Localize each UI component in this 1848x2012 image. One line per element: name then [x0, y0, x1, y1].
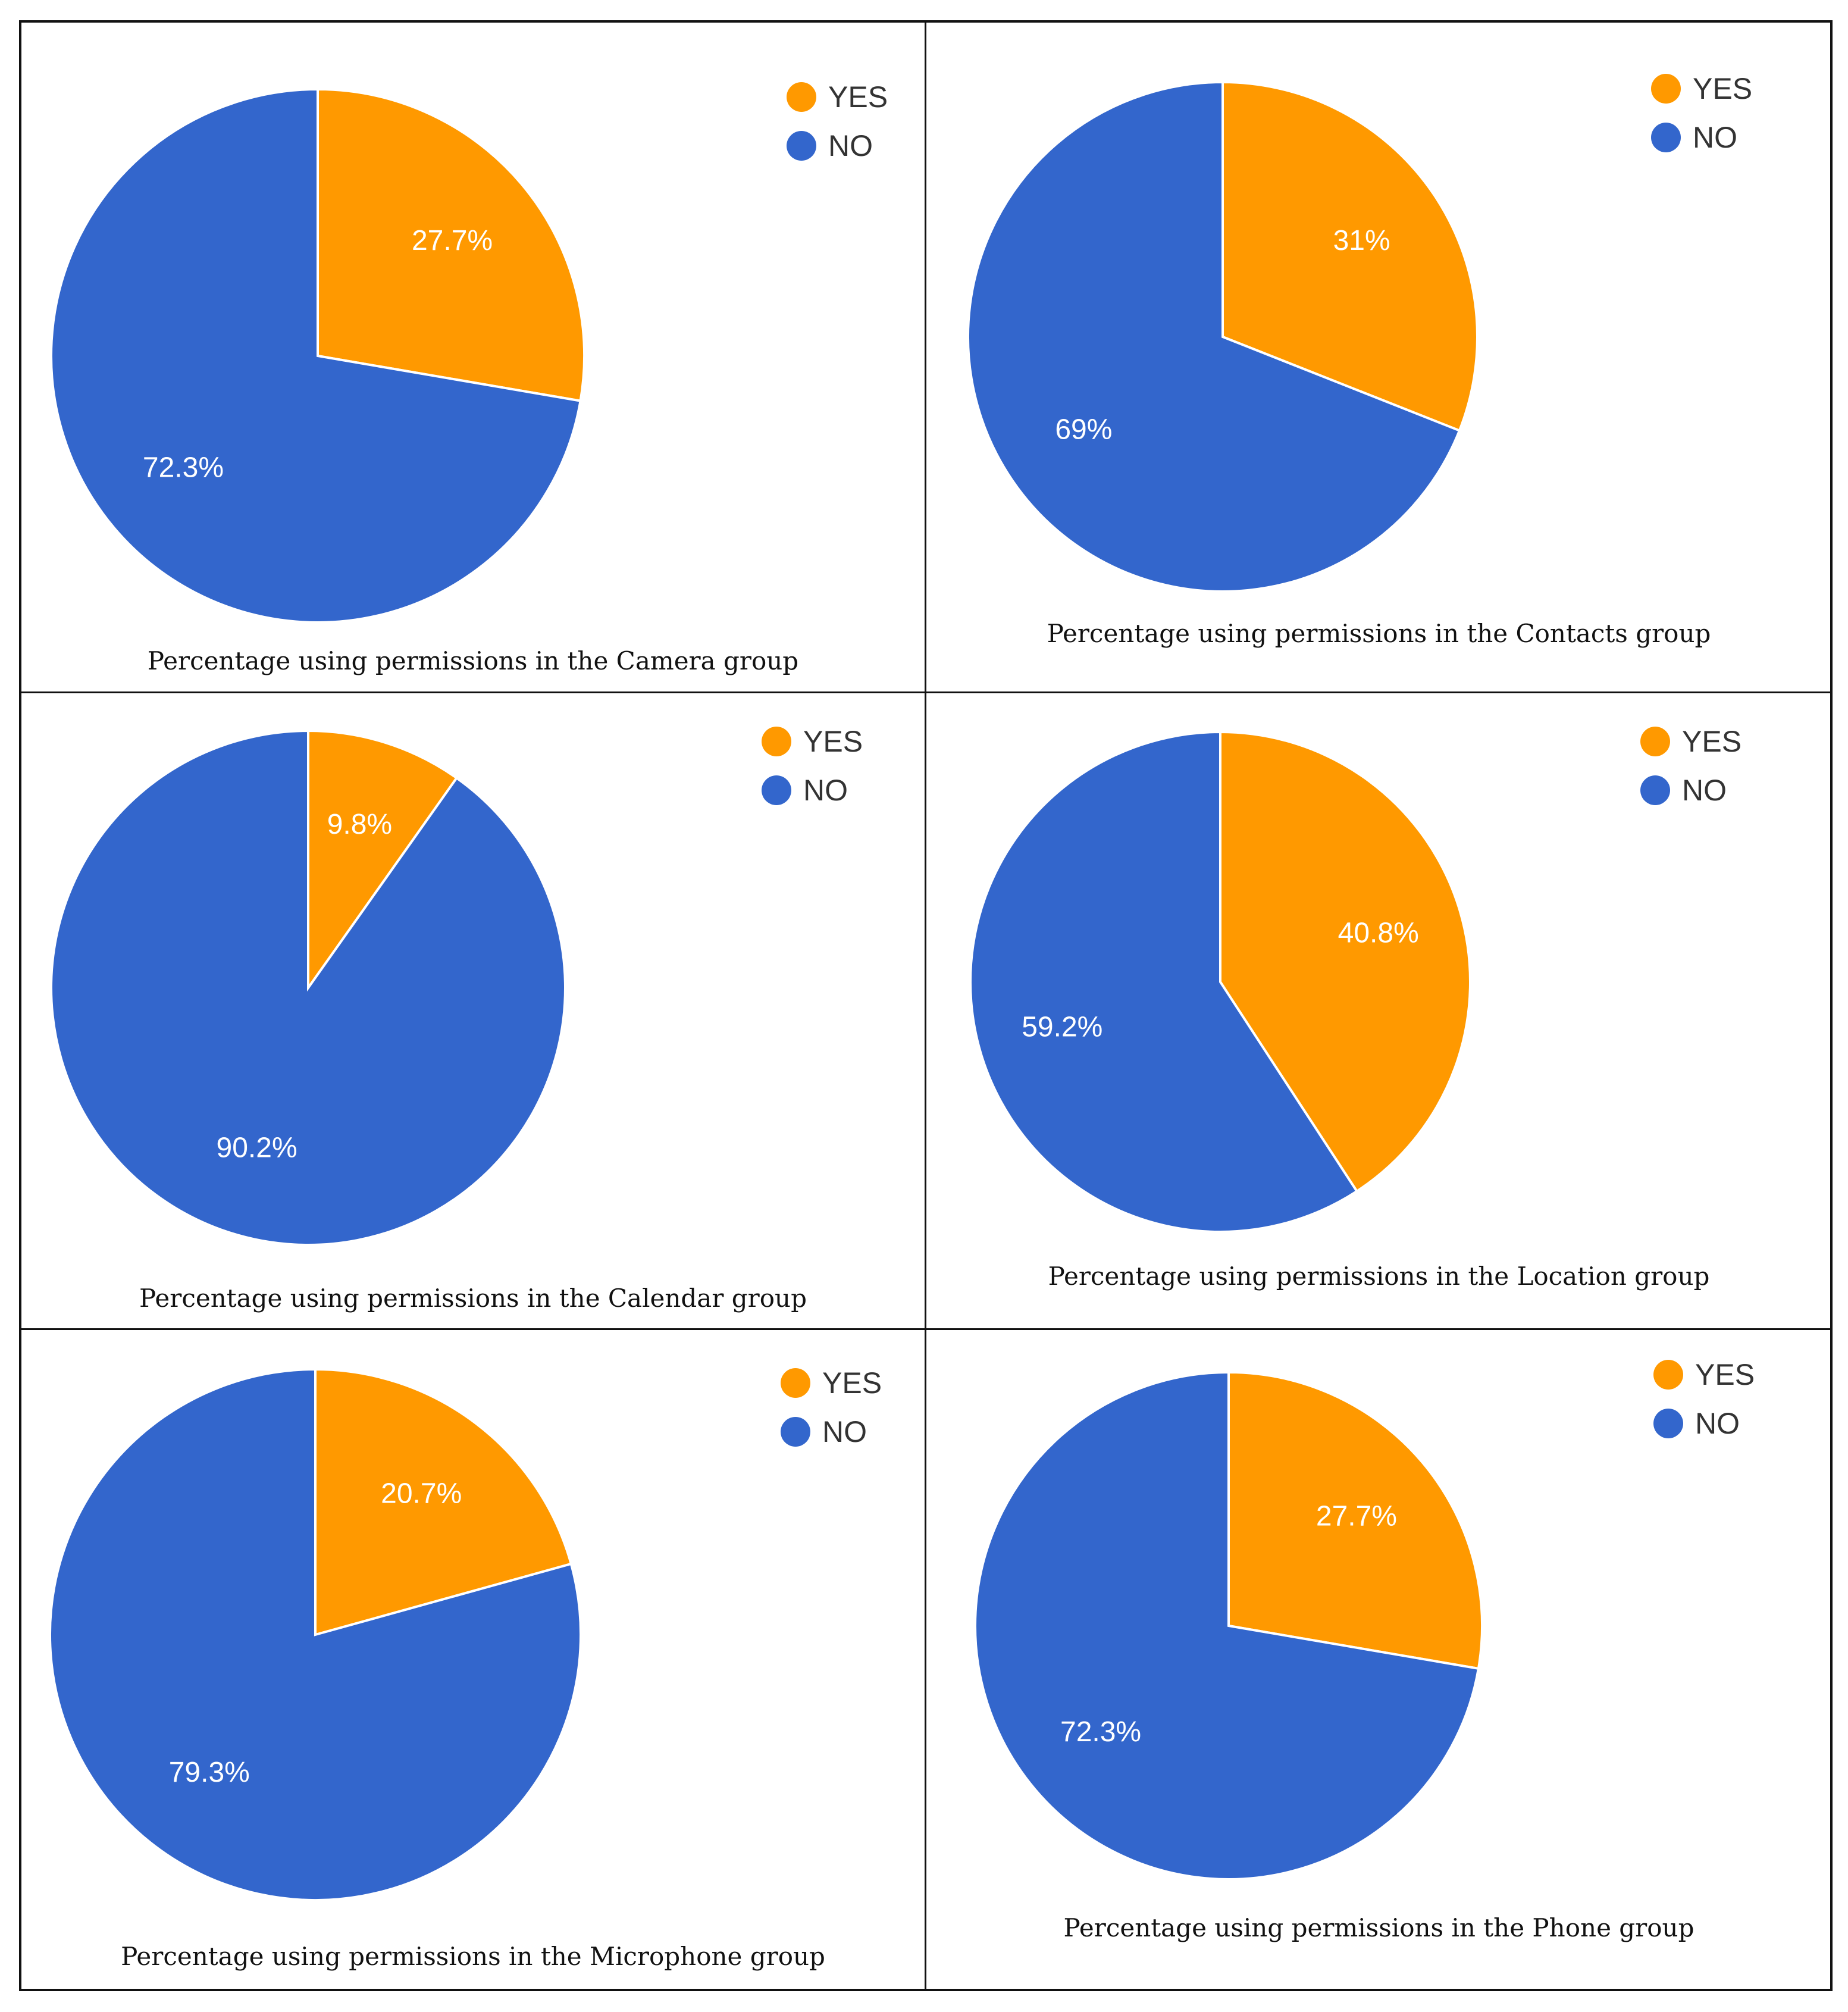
- chart-caption-location: Percentage using permissions in the Loca…: [1048, 1262, 1710, 1291]
- legend-swatch-no: [1651, 123, 1681, 152]
- chart-caption-phone: Percentage using permissions in the Phon…: [1063, 1913, 1694, 1942]
- legend-location: YES NO: [1640, 717, 1741, 815]
- legend-label-no: NO: [1693, 121, 1737, 154]
- slice-label-yes: 27.7%: [1316, 1500, 1397, 1532]
- slice-label-no: 59.2%: [1022, 1012, 1102, 1043]
- legend-item-no: NO: [1653, 1399, 1755, 1448]
- pie-slice-yes: [1227, 1370, 1483, 1670]
- pie-slice-no: [969, 730, 1359, 1233]
- pie-chart-contacts: 31% 69%: [967, 80, 1479, 593]
- slice-label-no: 72.3%: [143, 452, 224, 483]
- legend-item-no: NO: [1640, 766, 1741, 815]
- legend-label-yes: YES: [803, 725, 863, 758]
- legend-contacts: YES NO: [1651, 64, 1752, 162]
- legend-label-no: NO: [803, 774, 848, 807]
- pie-slice-no: [974, 1370, 1480, 1880]
- slice-label-yes: 27.7%: [412, 225, 493, 256]
- legend-item-yes: YES: [762, 717, 863, 766]
- chart-panel-contacts: 31% 69% YES NO Percentage using permissio…: [926, 23, 1831, 693]
- chart-caption-calendar: Percentage using permissions in the Cale…: [139, 1284, 807, 1313]
- legend-swatch-yes: [1653, 1360, 1683, 1390]
- slice-label-yes: 31%: [1333, 225, 1390, 256]
- chart-panel-microphone: 20.7% 79.3% YES NO Percentage using permi…: [21, 1330, 926, 1989]
- slice-label-yes: 40.8%: [1338, 918, 1419, 949]
- pie-slice-no: [50, 87, 582, 624]
- legend-label-yes: YES: [1693, 72, 1753, 105]
- pie-chart-microphone: 20.7% 79.3%: [49, 1368, 582, 1901]
- chart-caption-camera: Percentage using permissions in the Came…: [147, 646, 799, 675]
- slice-label-no: 69%: [1055, 414, 1112, 445]
- legend-swatch-yes: [762, 727, 791, 756]
- legend-swatch-yes: [781, 1368, 810, 1398]
- legend-label-yes: YES: [828, 80, 888, 114]
- legend-item-yes: YES: [787, 73, 888, 121]
- pie-chart-location: 40.8% 59.2%: [969, 730, 1471, 1233]
- legend-label-yes: YES: [1682, 725, 1742, 758]
- legend-item-yes: YES: [1653, 1350, 1755, 1399]
- pie-slice-yes: [1221, 80, 1479, 433]
- legend-swatch-no: [781, 1417, 810, 1447]
- pie-chart-phone: 27.7% 72.3%: [974, 1370, 1483, 1880]
- pie-slice-no: [50, 729, 566, 1246]
- legend-item-no: NO: [1651, 113, 1752, 162]
- chart-panel-location: 40.8% 59.2% YES NO Percentage using permi…: [926, 693, 1831, 1330]
- legend-swatch-no: [1653, 1409, 1683, 1438]
- legend-item-yes: YES: [781, 1359, 882, 1407]
- legend-camera: YES NO: [787, 73, 888, 170]
- legend-item-no: NO: [787, 121, 888, 170]
- pie-chart-grid: 27.7% 72.3% YES NO Percentage using permi…: [19, 20, 1833, 1991]
- legend-label-no: NO: [822, 1415, 867, 1448]
- chart-caption-microphone: Percentage using permissions in the Micr…: [121, 1942, 825, 1971]
- legend-microphone: YES NO: [781, 1359, 882, 1456]
- pie-slice-no: [49, 1368, 582, 1901]
- legend-item-no: NO: [781, 1407, 882, 1456]
- pie-chart-calendar: 9.8% 90.2%: [50, 729, 566, 1246]
- legend-swatch-yes: [787, 82, 816, 112]
- pie-chart-camera: 27.7% 72.3%: [50, 87, 585, 624]
- chart-caption-contacts: Percentage using permissions in the Cont…: [1047, 619, 1711, 648]
- pie-slice-yes: [317, 87, 585, 402]
- legend-item-no: NO: [762, 766, 863, 815]
- legend-item-yes: YES: [1651, 64, 1752, 113]
- chart-panel-phone: 27.7% 72.3% YES NO Percentage using permi…: [926, 1330, 1831, 1989]
- legend-swatch-yes: [1651, 74, 1681, 104]
- legend-label-yes: YES: [822, 1366, 882, 1400]
- legend-swatch-no: [762, 775, 791, 805]
- pie-slice-no: [967, 80, 1461, 593]
- legend-swatch-yes: [1640, 727, 1670, 756]
- slice-label-no: 90.2%: [217, 1132, 297, 1163]
- legend-swatch-no: [787, 131, 816, 161]
- legend-phone: YES NO: [1653, 1350, 1755, 1448]
- legend-label-no: NO: [828, 129, 873, 162]
- legend-label-yes: YES: [1695, 1358, 1755, 1391]
- legend-calendar: YES NO: [762, 717, 863, 815]
- legend-label-no: NO: [1695, 1407, 1740, 1440]
- chart-panel-calendar: 9.8% 90.2% YES NO Percentage using permis…: [21, 693, 926, 1330]
- pie-slice-yes: [307, 729, 459, 992]
- slice-label-yes: 9.8%: [327, 809, 392, 840]
- slice-label-yes: 20.7%: [381, 1478, 462, 1509]
- legend-swatch-no: [1640, 775, 1670, 805]
- slice-label-no: 79.3%: [169, 1757, 250, 1788]
- legend-item-yes: YES: [1640, 717, 1741, 766]
- pie-slice-yes: [314, 1368, 573, 1636]
- chart-panel-camera: 27.7% 72.3% YES NO Percentage using permi…: [21, 23, 926, 693]
- slice-label-no: 72.3%: [1060, 1716, 1141, 1748]
- legend-label-no: NO: [1682, 774, 1727, 807]
